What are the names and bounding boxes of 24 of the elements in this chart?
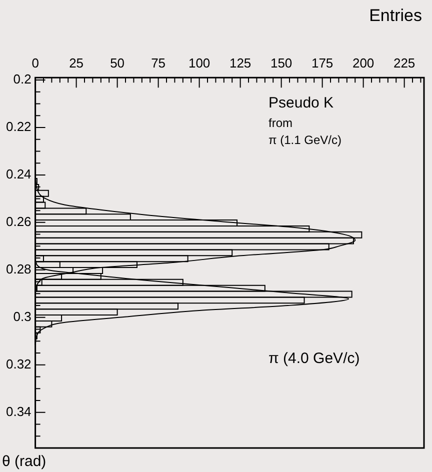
x-tick-label: 50	[110, 55, 125, 70]
x-tick-label: 75	[151, 55, 166, 70]
y-tick-label: 0.26	[6, 214, 32, 230]
y-tick-label: 0.3	[13, 308, 32, 324]
annotation: Pseudo K	[268, 94, 334, 112]
x-tick-label: 25	[69, 55, 84, 70]
x-tick-label: 200	[352, 55, 374, 70]
x-tick-label: 225	[393, 55, 416, 70]
y-tick-label: 0.34	[6, 404, 32, 419]
y-tick-label: 0.32	[6, 356, 32, 372]
annotation: π (4.0 GeV/c)	[268, 350, 360, 368]
y-tick-label: 0.2	[13, 72, 32, 87]
y-axis-title: θ (rad)	[2, 453, 46, 470]
y-tick-label: 0.22	[6, 119, 32, 134]
y-tick-label: 0.24	[6, 166, 32, 182]
x-tick-label: 125	[229, 55, 252, 70]
annotation: π (1.1 GeV/c)	[268, 132, 342, 147]
x-tick-label: 100	[188, 55, 210, 70]
x-tick-label: 175	[311, 55, 334, 70]
x-axis-title: Entries	[369, 6, 422, 26]
y-tick-label: 0.28	[6, 262, 32, 276]
x-tick-label: 150	[270, 55, 292, 70]
annotation: from	[268, 116, 293, 130]
x-tick-label: 0	[32, 55, 39, 70]
